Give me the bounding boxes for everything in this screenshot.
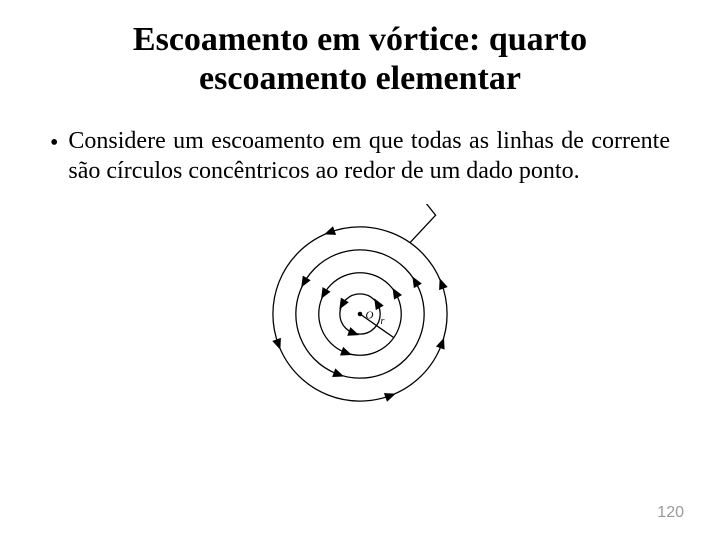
slide-title: Escoamento em vórtice: quarto escoamento… bbox=[50, 20, 670, 98]
slide: Escoamento em vórtice: quarto escoamento… bbox=[0, 0, 720, 540]
svg-text:O: O bbox=[366, 310, 374, 322]
page-number: 120 bbox=[657, 504, 684, 522]
title-line-1: Escoamento em vórtice: quarto bbox=[133, 21, 587, 58]
bullet-item: • Considere um escoamento em que todas a… bbox=[50, 126, 670, 186]
svg-text:r: r bbox=[381, 316, 385, 327]
title-line-2: escoamento elementar bbox=[199, 60, 521, 97]
bullet-dot-icon: • bbox=[50, 128, 58, 159]
vortex-diagram: OrVθ bbox=[230, 204, 490, 424]
bullet-text: Considere um escoamento em que todas as … bbox=[68, 126, 670, 186]
figure-container: OrVθ bbox=[50, 204, 670, 424]
